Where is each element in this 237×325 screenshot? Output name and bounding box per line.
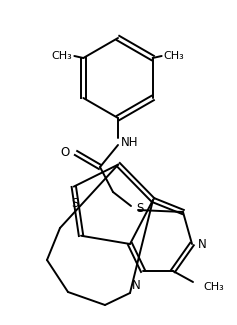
Text: CH₃: CH₃ [164, 51, 184, 61]
Text: S: S [136, 202, 143, 214]
Text: CH₃: CH₃ [203, 282, 224, 292]
Text: N: N [132, 279, 141, 292]
Text: S: S [71, 197, 78, 210]
Text: O: O [61, 147, 70, 160]
Text: NH: NH [121, 136, 138, 149]
Text: CH₃: CH₃ [52, 51, 72, 61]
Text: N: N [198, 238, 207, 251]
